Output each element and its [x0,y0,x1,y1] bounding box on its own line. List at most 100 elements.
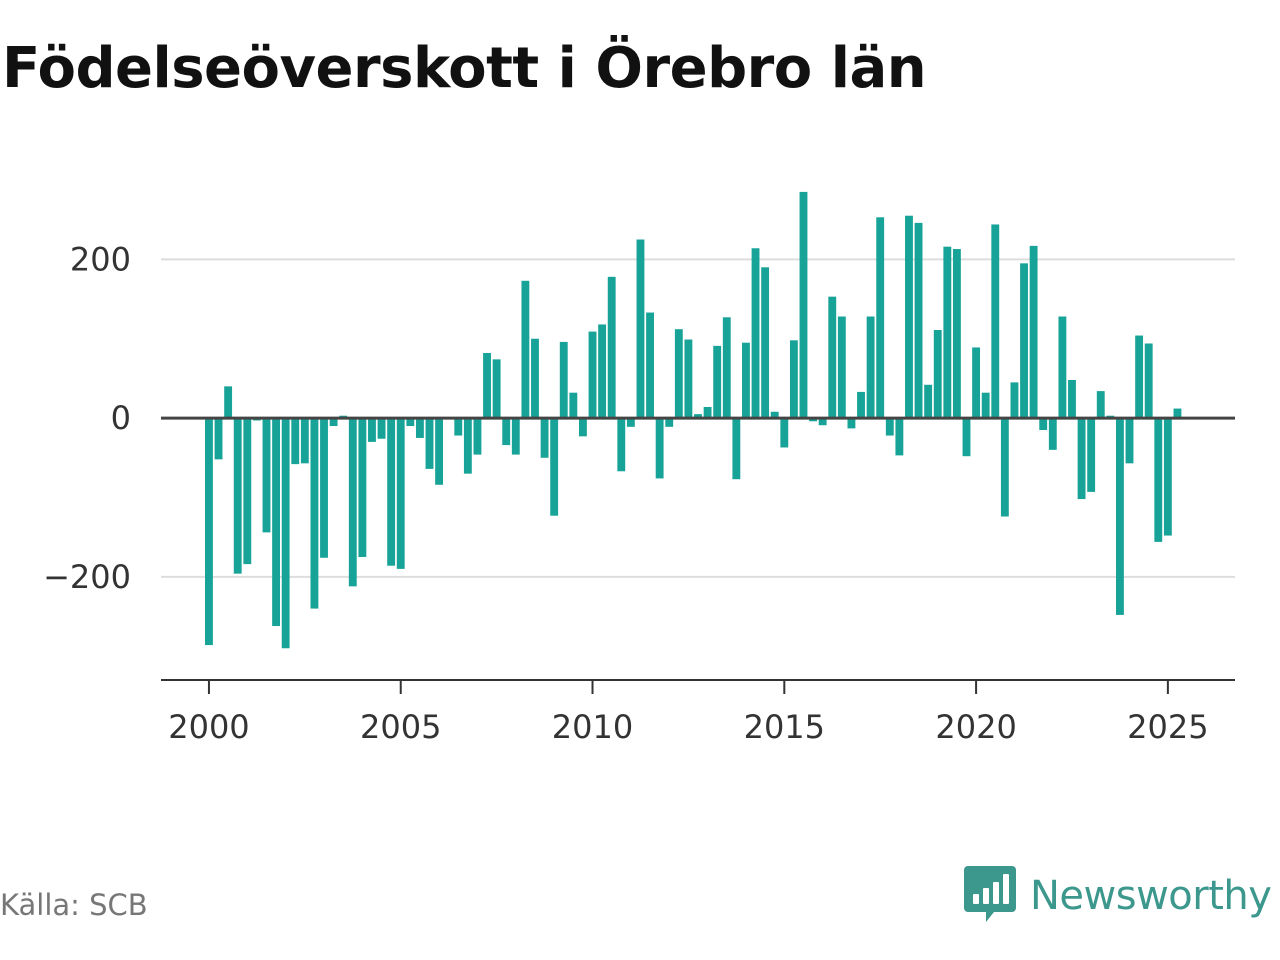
bar-chart: −200 0 200 2000 2005 2010 2015 2020 2025 [43,191,1235,746]
source-label: Källa: SCB [0,888,148,922]
bar [310,418,319,609]
bar [818,418,827,426]
bar [1068,380,1076,419]
bar [665,418,674,427]
bar [636,239,645,419]
bar [272,418,281,627]
bar [348,418,357,587]
brand-name: Newsworthy [1030,873,1272,919]
bar [511,418,520,455]
bar [1010,382,1019,419]
bar [559,341,568,419]
bar [1154,418,1163,542]
bar [799,191,808,419]
bar [1087,418,1096,492]
bar [233,418,242,574]
y-tick-label: −200 [43,558,131,596]
newsworthy-brand[interactable]: Newsworthy [964,864,1272,928]
bar [205,418,213,646]
gridlines [161,258,1235,578]
bar [713,345,722,419]
bar [540,418,549,458]
bar [320,418,328,558]
bar [972,347,981,419]
bar [626,418,635,427]
bar [732,418,741,480]
bar [981,392,990,419]
bar [435,418,444,485]
bar [885,418,894,436]
bar [646,312,654,419]
bar [770,411,779,419]
bar [214,418,223,460]
bar [502,418,511,446]
bar [1048,418,1057,450]
bar [569,392,578,419]
bar [300,418,309,464]
bar [905,215,913,419]
bar [1135,335,1144,419]
bar [396,418,405,569]
bar [809,418,818,422]
bar [607,276,616,419]
bar [1077,418,1086,500]
bar [933,330,942,419]
bar [377,418,386,439]
bar [492,359,501,419]
bar [943,246,952,419]
bar [952,249,961,419]
bar [991,224,1000,419]
y-tick-label: 0 [111,399,131,437]
newsworthy-logo-icon [964,864,1016,928]
bar [483,353,491,419]
bar [588,331,597,419]
x-tick-label: 2010 [552,708,633,746]
bar [761,267,770,419]
bar [368,418,376,442]
bar [224,386,233,419]
bar [684,339,693,419]
bar [1096,391,1105,419]
bar [857,391,865,419]
bar [1163,418,1172,536]
bar [473,418,482,455]
bar [463,418,472,474]
bar [578,418,587,437]
bar [876,217,885,419]
axes: −200 0 200 2000 2005 2010 2015 2020 2025 [43,240,1235,746]
bar [1058,316,1067,419]
bar [828,296,837,419]
bar [291,418,300,465]
bar [531,338,539,419]
bar [742,342,750,419]
bar [1029,245,1038,419]
bar [674,329,683,419]
bar [914,222,923,419]
bar [425,418,434,469]
bar [924,384,933,419]
bar [617,418,626,472]
bar [358,418,367,557]
x-tick-label: 2000 [168,708,249,746]
x-tick-label: 2025 [1127,708,1208,746]
bar [1173,408,1182,419]
bar [751,248,760,419]
bar [521,280,530,419]
bar [243,418,252,565]
bar [262,418,271,533]
bar [415,418,424,438]
bar [1115,418,1124,615]
bar [1039,418,1048,430]
bar [847,418,856,429]
bar [694,414,702,419]
bar [329,418,338,427]
bar [1125,418,1134,464]
y-tick-label: 200 [70,240,131,278]
bar [1144,343,1153,419]
x-tick-label: 2020 [935,708,1016,746]
bar [895,418,904,456]
bar [598,324,607,419]
bar [866,316,875,419]
x-tick-label: 2015 [744,708,825,746]
chart-title: Födelseöverskott i Örebro län [2,36,927,101]
